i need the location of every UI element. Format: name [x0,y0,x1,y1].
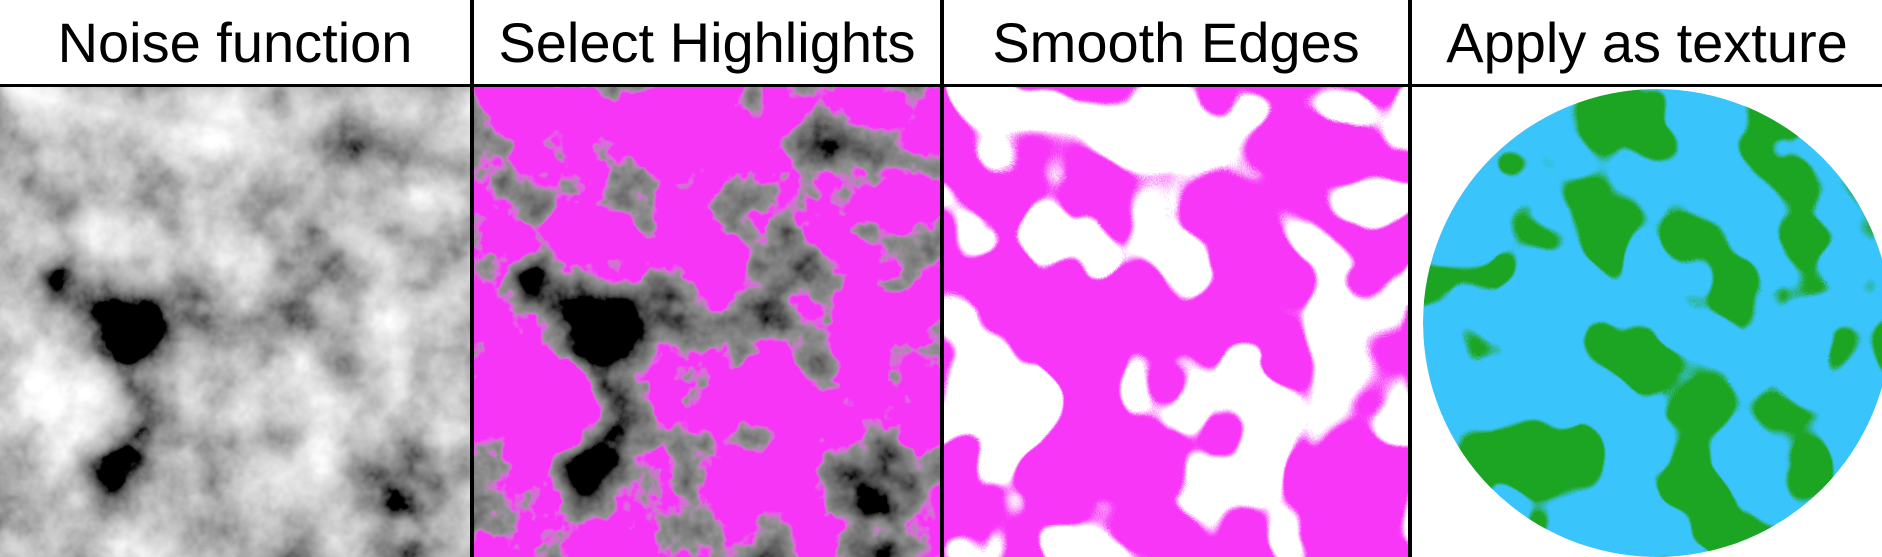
column-divider-1 [470,0,474,557]
highlight-selection-image [474,87,940,557]
textured-globe [1423,89,1882,557]
noise-texture-image [0,87,470,557]
panel-title-select-highlights: Select Highlights [498,10,916,74]
select-highlights-panel [474,87,940,557]
panel-title-apply-as-texture: Apply as texture [1446,10,1848,74]
apply-as-texture-panel [1412,87,1882,557]
smoothed-mask-image [944,87,1408,557]
smooth-edges-panel [944,87,1408,557]
globe-land [1423,89,1882,557]
column-divider-3 [1408,0,1412,557]
noise-function-panel [0,87,470,557]
panel-title-noise-function: Noise function [57,10,413,74]
panel-title-smooth-edges: Smooth Edges [992,10,1360,74]
column-divider-2 [940,0,944,557]
